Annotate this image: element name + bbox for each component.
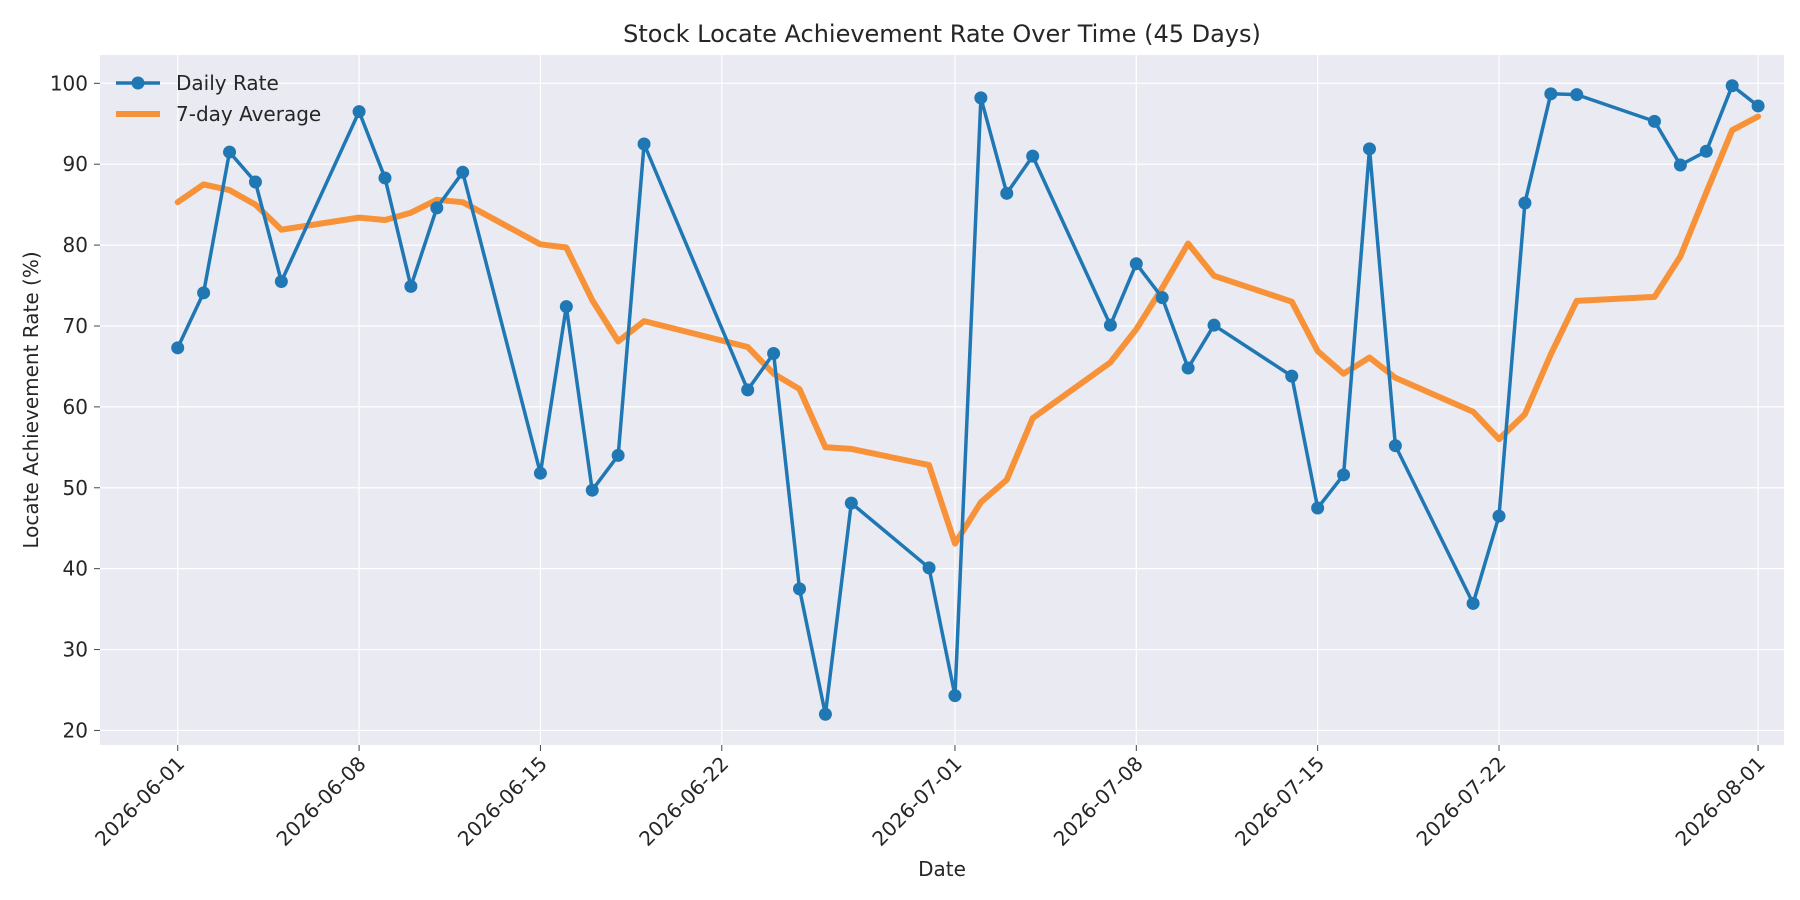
x-tick-label: 2026-07-08 xyxy=(1049,752,1148,851)
data-point-daily-rate xyxy=(404,279,418,293)
data-point-daily-rate xyxy=(1285,369,1299,383)
y-tick-label: 80 xyxy=(63,233,88,257)
data-point-daily-rate xyxy=(1518,196,1532,210)
data-point-daily-rate xyxy=(1155,291,1169,305)
data-point-daily-rate xyxy=(1751,99,1765,113)
y-tick-label: 60 xyxy=(63,395,88,419)
data-point-daily-rate xyxy=(274,274,288,288)
data-point-daily-rate xyxy=(533,466,547,480)
y-tick-label: 90 xyxy=(63,152,88,176)
x-tick-label: 2026-07-22 xyxy=(1411,752,1510,851)
x-tick-label: 2026-07-01 xyxy=(867,752,966,851)
x-tick-label: 2026-06-08 xyxy=(271,752,370,851)
y-axis-label: Locate Achievement Rate (%) xyxy=(19,251,43,548)
data-point-daily-rate xyxy=(922,561,936,575)
data-point-daily-rate xyxy=(1466,596,1480,610)
data-point-daily-rate xyxy=(767,346,781,360)
data-point-daily-rate xyxy=(1311,501,1325,515)
series-layer xyxy=(171,79,1765,721)
data-point-daily-rate xyxy=(1699,144,1713,158)
data-point-daily-rate xyxy=(1103,318,1117,332)
legend-label-daily-rate: Daily Rate xyxy=(176,71,279,95)
data-point-daily-rate xyxy=(1544,87,1558,101)
data-point-daily-rate xyxy=(1492,509,1506,523)
data-point-daily-rate xyxy=(1725,79,1739,93)
x-axis-label: Date xyxy=(918,857,966,881)
x-tick-label: 2026-07-15 xyxy=(1230,752,1329,851)
y-tick-label: 20 xyxy=(63,718,88,742)
y-tick-label: 100 xyxy=(50,71,88,95)
legend-entry-7-day-average: 7-day Average xyxy=(116,102,321,126)
data-point-daily-rate xyxy=(1026,149,1040,163)
legend-label-7-day-average: 7-day Average xyxy=(176,102,321,126)
x-tick-label: 2026-06-22 xyxy=(634,752,733,851)
data-point-daily-rate xyxy=(1647,114,1661,128)
data-point-daily-rate xyxy=(559,300,573,314)
chart-title: Stock Locate Achievement Rate Over Time … xyxy=(623,20,1261,48)
data-point-daily-rate xyxy=(248,175,262,189)
y-tick-label: 50 xyxy=(63,476,88,500)
data-point-daily-rate xyxy=(378,171,392,185)
x-tick-label: 2026-06-15 xyxy=(453,752,552,851)
data-point-daily-rate xyxy=(948,689,962,703)
series-line-7-day-average xyxy=(174,113,1762,547)
data-point-daily-rate xyxy=(585,483,599,497)
data-point-daily-rate xyxy=(1362,142,1376,156)
y-tick-label: 30 xyxy=(63,638,88,662)
data-point-daily-rate xyxy=(352,105,366,119)
data-point-daily-rate xyxy=(197,286,211,300)
data-point-daily-rate xyxy=(456,165,470,179)
data-point-daily-rate xyxy=(1207,318,1221,332)
y-tick-label: 40 xyxy=(63,557,88,581)
data-point-daily-rate xyxy=(793,582,807,596)
data-point-daily-rate xyxy=(1129,257,1143,271)
data-point-daily-rate xyxy=(741,383,755,397)
data-point-daily-rate xyxy=(844,496,858,510)
data-point-daily-rate xyxy=(974,91,988,105)
data-point-daily-rate xyxy=(1673,158,1687,172)
data-point-daily-rate xyxy=(818,707,832,721)
data-point-daily-rate xyxy=(637,137,651,151)
legend-dot-daily-rate xyxy=(131,76,145,90)
data-point-daily-rate xyxy=(1337,468,1351,482)
legend-entry-daily-rate: Daily Rate xyxy=(116,71,279,95)
data-point-daily-rate xyxy=(1570,88,1584,102)
x-tick-label: 2026-08-01 xyxy=(1670,752,1769,851)
data-point-daily-rate xyxy=(1181,361,1195,375)
data-point-daily-rate xyxy=(171,341,185,355)
y-tick-label: 70 xyxy=(63,314,88,338)
data-point-daily-rate xyxy=(1000,186,1014,200)
data-point-daily-rate xyxy=(223,145,237,159)
legend: Daily Rate 7-day Average xyxy=(116,71,321,126)
data-point-daily-rate xyxy=(430,201,444,215)
x-tick-label: 2026-06-01 xyxy=(90,752,189,851)
data-point-daily-rate xyxy=(1388,439,1402,453)
data-point-daily-rate xyxy=(611,448,625,462)
